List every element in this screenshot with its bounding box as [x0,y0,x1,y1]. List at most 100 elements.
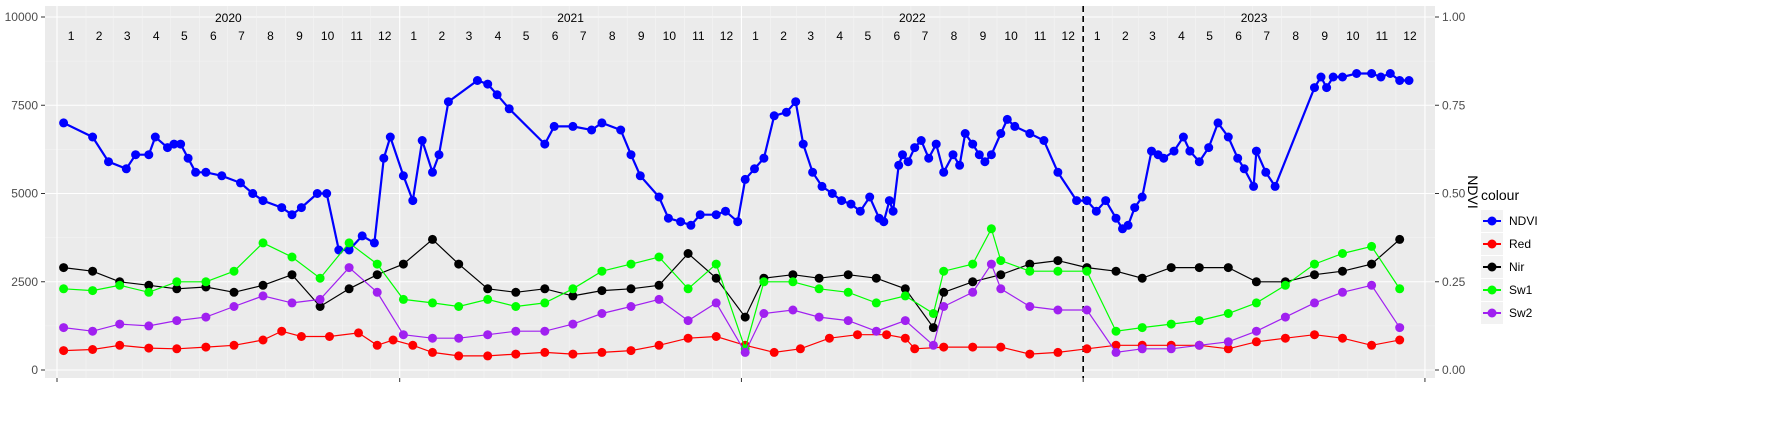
ndvi-point [721,206,730,216]
red-point [1251,337,1261,347]
red-point [229,340,239,350]
month-label: 6 [1235,29,1242,43]
ndvi-point [676,217,686,227]
ndvi-point [322,189,332,198]
nir-point [229,287,239,297]
ndvi-point [781,107,791,117]
ndvi-point [1178,132,1188,142]
month-label: 3 [466,29,473,43]
ndvi-point [1147,146,1156,156]
sw2-point [968,287,978,297]
month-label: 1 [752,29,759,43]
month-label: 10 [1004,29,1018,43]
red-point [1111,340,1121,350]
ndvi-point [1322,83,1332,93]
red-point [910,344,920,354]
sw2-point [900,316,910,326]
nir-point [144,280,154,290]
red-point [296,332,306,341]
nir-point [540,284,550,294]
sw2-point [1367,280,1377,290]
month-label: 9 [1321,29,1328,43]
nir-point [788,270,798,280]
sw1-point [258,238,268,248]
ndvi-point [1213,118,1223,128]
year-labels: 2020 2021 2022 2023 [215,11,1268,25]
sw1-point [1395,284,1405,294]
ndvi-point [369,238,379,248]
series-nir [59,234,1405,333]
sw1-point [814,284,824,294]
sw1-point [1251,298,1261,308]
sw2-point [1280,312,1290,322]
nir-point [1367,259,1377,269]
ndvi-point [1159,153,1169,163]
red-point [201,342,211,352]
sw2-point [454,333,464,343]
sw2-point [59,323,69,333]
year-label: 2021 [557,11,584,25]
legend-key-point-sw1 [1487,285,1497,295]
nir-point [711,273,721,283]
ndvi-point [986,150,996,160]
sw2-point [1025,302,1035,311]
sw2-point [1194,340,1204,350]
sw1-point [939,266,949,276]
left-tick-label: 5000 [11,187,38,201]
nir-point [1025,259,1035,269]
sw1-point [871,298,881,308]
sw2-point [483,330,493,340]
sw1-point [315,273,325,283]
ndvi-point [1316,72,1326,82]
ndvi-point [248,189,258,198]
right-tick-label: 0.50 [1442,187,1466,201]
ndvi-point [888,206,898,216]
nir-point [1251,277,1261,287]
ndvi-point [1376,72,1386,82]
month-label: 8 [609,29,616,43]
ndvi-point [568,121,578,131]
sw2-point [1053,305,1063,315]
sw1-point [597,266,607,276]
red-point [900,333,910,343]
nir-point [1310,270,1319,280]
ndvi-point [357,231,367,241]
ndvi-point [1053,167,1063,177]
ndvi-point [740,174,750,184]
sw1-line [63,227,1401,351]
nir-point [454,259,464,269]
red-point [1280,333,1290,343]
sw2-point [986,259,996,269]
sw2-point [1137,344,1147,354]
ndvi-point [663,213,673,223]
sw2-point [759,309,769,318]
ndvi-point [492,90,502,100]
sw2-point [683,316,693,326]
ndvi-point [59,118,69,128]
legend-label-sw2: Sw2 [1509,306,1533,320]
month-label: 4 [836,29,843,43]
red-point [172,344,182,354]
red-point [996,342,1006,352]
month-label: 12 [720,29,734,43]
red-point [59,346,69,356]
ndvi-point [931,139,941,149]
nir-point [1338,266,1347,276]
legend: colour NDVI Red Nir Sw1 Sw2 [1481,187,1538,324]
ndvi-point [1270,181,1280,191]
ndvi-point [1352,69,1362,78]
ndvi-point [344,245,354,255]
ndvi-point [924,153,934,163]
month-label: 7 [1263,29,1270,43]
ndvi-point [549,121,559,131]
ndvi-point [428,167,437,177]
ndvi-point [759,153,769,163]
month-label: 10 [321,29,335,43]
nir-point [1166,263,1176,273]
series-layer [59,69,1414,361]
month-label: 2 [780,29,787,43]
red-point [1223,344,1233,354]
month-label: 5 [181,29,188,43]
ndvi-point [417,136,427,145]
sw1-point [398,294,408,304]
